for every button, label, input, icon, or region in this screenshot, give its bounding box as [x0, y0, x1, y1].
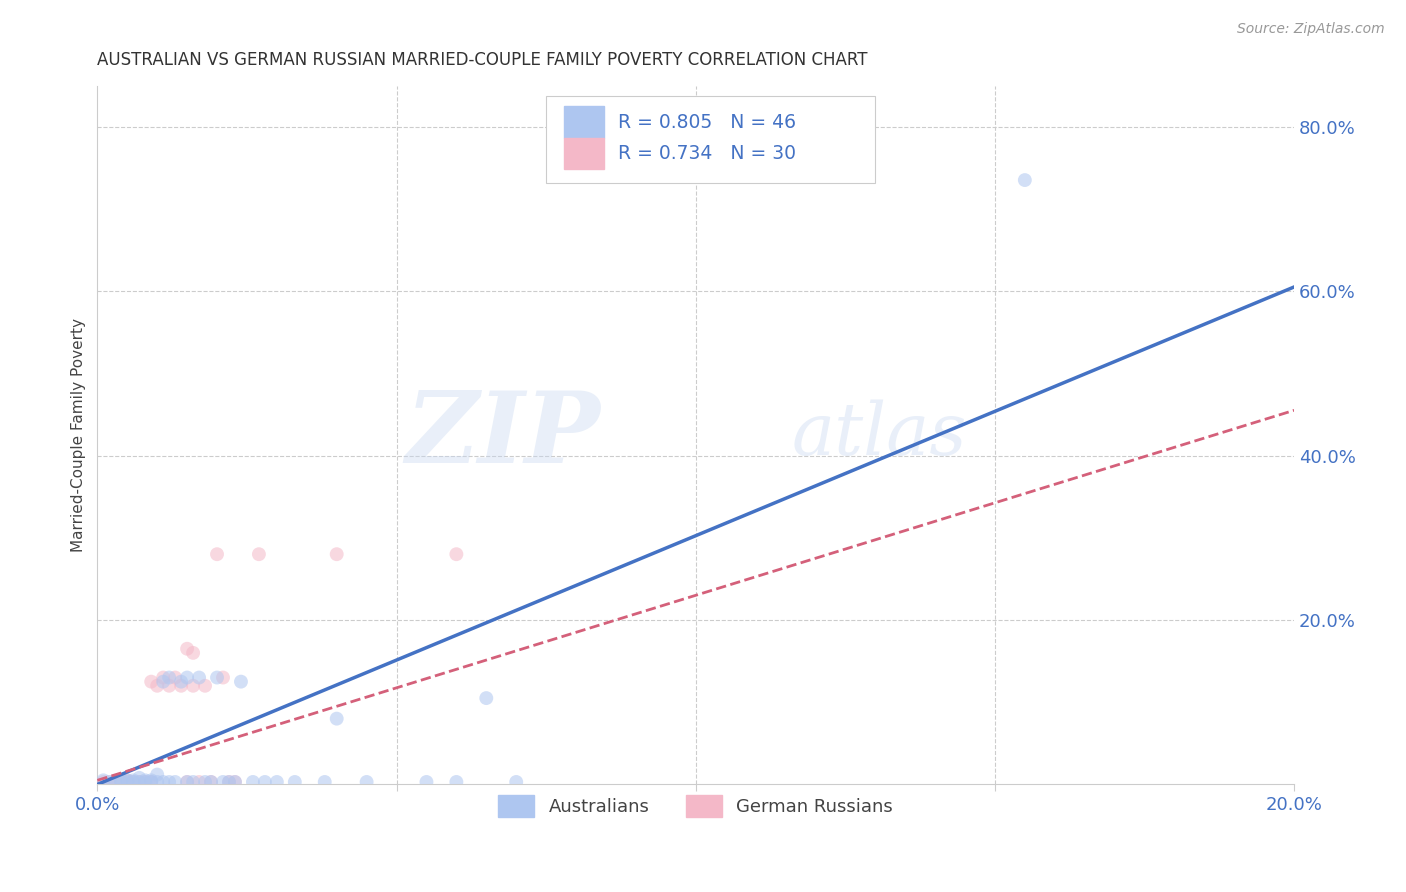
- Point: [134, 773, 156, 788]
- Point: [134, 775, 156, 789]
- Point: [325, 547, 347, 561]
- Point: [98, 775, 121, 789]
- Point: [146, 679, 169, 693]
- Point: [110, 775, 132, 789]
- Text: Source: ZipAtlas.com: Source: ZipAtlas.com: [1237, 22, 1385, 37]
- Point: [146, 767, 169, 781]
- Legend: Australians, German Russians: Australians, German Russians: [491, 788, 900, 824]
- Point: [176, 775, 198, 789]
- Point: [475, 691, 498, 706]
- Point: [218, 775, 240, 789]
- Text: ZIP: ZIP: [405, 387, 600, 483]
- Text: R = 0.734   N = 30: R = 0.734 N = 30: [619, 145, 796, 163]
- Point: [152, 775, 174, 789]
- Point: [152, 671, 174, 685]
- Point: [194, 679, 217, 693]
- Point: [188, 671, 211, 685]
- Point: [181, 775, 204, 789]
- Text: R = 0.805   N = 46: R = 0.805 N = 46: [619, 112, 796, 132]
- Point: [122, 775, 145, 789]
- Point: [314, 775, 336, 789]
- Point: [205, 671, 228, 685]
- Point: [247, 547, 270, 561]
- Point: [266, 775, 288, 789]
- Point: [157, 679, 180, 693]
- Point: [170, 679, 193, 693]
- Point: [141, 773, 163, 788]
- Point: [284, 775, 307, 789]
- Point: [446, 547, 468, 561]
- Point: [110, 775, 132, 789]
- Text: AUSTRALIAN VS GERMAN RUSSIAN MARRIED-COUPLE FAMILY POVERTY CORRELATION CHART: AUSTRALIAN VS GERMAN RUSSIAN MARRIED-COU…: [97, 51, 868, 69]
- FancyBboxPatch shape: [546, 96, 876, 184]
- Point: [91, 773, 114, 788]
- Point: [165, 671, 187, 685]
- Point: [128, 771, 150, 785]
- Point: [170, 674, 193, 689]
- Point: [181, 646, 204, 660]
- Point: [122, 773, 145, 788]
- Point: [117, 775, 139, 789]
- Point: [224, 775, 246, 789]
- Point: [104, 774, 127, 789]
- Point: [229, 674, 252, 689]
- Point: [110, 773, 132, 788]
- Point: [325, 712, 347, 726]
- Point: [218, 775, 240, 789]
- Point: [98, 775, 121, 789]
- Point: [152, 674, 174, 689]
- Point: [356, 775, 378, 789]
- Point: [176, 671, 198, 685]
- Point: [122, 775, 145, 789]
- Point: [446, 775, 468, 789]
- Point: [242, 775, 264, 789]
- Point: [200, 775, 222, 789]
- Point: [200, 775, 222, 789]
- Point: [128, 775, 150, 789]
- Point: [1014, 173, 1036, 187]
- Point: [91, 775, 114, 789]
- Point: [176, 641, 198, 656]
- Point: [415, 775, 437, 789]
- Y-axis label: Married-Couple Family Poverty: Married-Couple Family Poverty: [72, 318, 86, 552]
- Point: [128, 775, 150, 789]
- Point: [165, 775, 187, 789]
- Point: [117, 775, 139, 789]
- Point: [188, 775, 211, 789]
- Point: [104, 775, 127, 789]
- Point: [176, 775, 198, 789]
- Point: [117, 773, 139, 788]
- Point: [141, 775, 163, 789]
- Point: [157, 671, 180, 685]
- Point: [224, 775, 246, 789]
- Point: [505, 775, 527, 789]
- Point: [205, 547, 228, 561]
- Point: [134, 775, 156, 789]
- Point: [212, 671, 235, 685]
- Point: [146, 775, 169, 789]
- Point: [194, 775, 217, 789]
- Point: [141, 775, 163, 789]
- Point: [157, 775, 180, 789]
- Text: atlas: atlas: [792, 400, 967, 470]
- Point: [212, 775, 235, 789]
- Point: [117, 773, 139, 788]
- Bar: [564, 138, 603, 169]
- Point: [141, 674, 163, 689]
- Point: [253, 775, 276, 789]
- Bar: [564, 106, 603, 138]
- Point: [181, 679, 204, 693]
